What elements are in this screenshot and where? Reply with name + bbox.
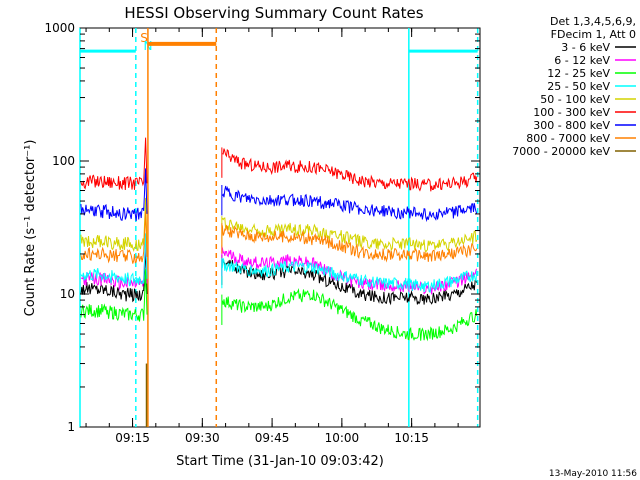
x-tick-label: 09:30 bbox=[185, 431, 220, 445]
chart-title: HESSI Observing Summary Count Rates bbox=[124, 4, 423, 22]
series-line bbox=[80, 233, 148, 287]
x-tick-label: 09:45 bbox=[255, 431, 290, 445]
series-line bbox=[221, 224, 478, 263]
x-tick-label: 10:00 bbox=[325, 431, 360, 445]
x-tick-label: 09:15 bbox=[115, 431, 150, 445]
legend: Det 1,3,4,5,6,9, FDecim 1, Att 0 3 - 6 k… bbox=[512, 15, 636, 158]
legend-label: 25 - 50 keV bbox=[547, 80, 610, 93]
series-line bbox=[222, 148, 478, 192]
legend-label: 50 - 100 keV bbox=[540, 93, 610, 106]
plot-timestamp: 13-May-2010 11:56 bbox=[549, 469, 637, 479]
plot-area: SN bbox=[79, 27, 481, 428]
legend-label: 100 - 300 keV bbox=[533, 106, 610, 119]
series-line bbox=[221, 287, 478, 342]
series-line bbox=[80, 168, 148, 222]
axes: 1 10 100 1000 09:15 09:30 09:45 10:00 10:15 bbox=[44, 21, 480, 445]
legend-header-line-2: FDecim 1, Att 0 bbox=[551, 28, 636, 41]
legend-label: 7000 - 20000 keV bbox=[512, 145, 610, 158]
y-tick-label: 1000 bbox=[44, 21, 75, 35]
series-line bbox=[80, 137, 148, 191]
series-line bbox=[80, 237, 148, 291]
series-line bbox=[80, 269, 148, 322]
legend-header-line-1: Det 1,3,4,5,6,9, bbox=[550, 15, 636, 28]
series-line bbox=[221, 185, 478, 223]
y-tick-label: 1 bbox=[67, 420, 75, 434]
legend-label: 12 - 25 keV bbox=[547, 67, 610, 80]
legend-label: 800 - 7000 keV bbox=[526, 132, 610, 145]
series-line bbox=[221, 258, 478, 294]
y-tick-label: 10 bbox=[60, 287, 75, 301]
series-line bbox=[80, 197, 148, 253]
legend-label: 6 - 12 keV bbox=[554, 54, 610, 67]
x-axis-title: Start Time (31-Jan-10 09:03:42) bbox=[176, 454, 384, 469]
series-line bbox=[80, 248, 148, 303]
legend-label: 3 - 6 keV bbox=[561, 41, 610, 54]
x-tick-label: 10:15 bbox=[394, 431, 429, 445]
series-line bbox=[80, 211, 148, 264]
y-axis-title: Count Rate (s⁻¹ detector⁻¹) bbox=[23, 140, 38, 317]
saa-flag-label: S bbox=[140, 31, 148, 45]
y-tick-label: 100 bbox=[52, 154, 75, 168]
legend-label: 300 - 800 keV bbox=[533, 119, 610, 132]
series-line bbox=[221, 258, 478, 306]
